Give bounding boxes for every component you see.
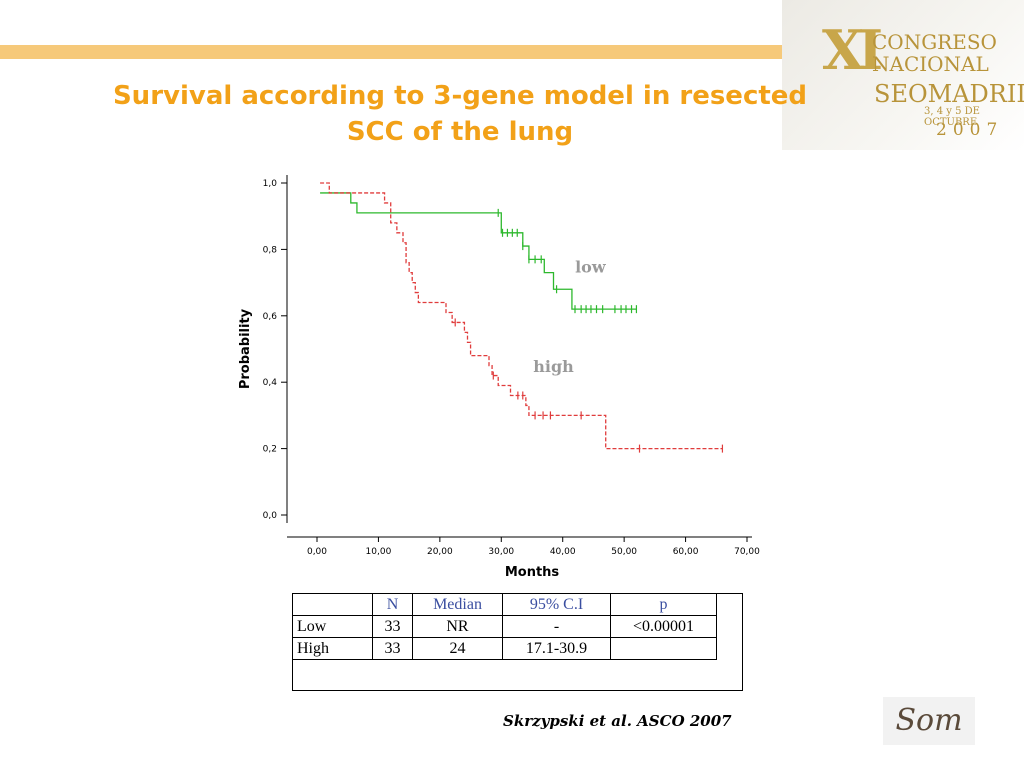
y-tick-label: 1,0 bbox=[263, 179, 278, 189]
x-tick-label: 20,00 bbox=[427, 547, 453, 557]
slide-title-line1: Survival according to 3-gene model in re… bbox=[112, 81, 808, 111]
x-tick-label: 40,00 bbox=[550, 547, 576, 557]
series-annotation-low: low bbox=[575, 258, 607, 277]
x-tick-label: 30,00 bbox=[488, 547, 514, 557]
y-tick-label: 0,8 bbox=[263, 245, 278, 255]
stats-cell bbox=[610, 637, 717, 660]
x-tick-label: 10,00 bbox=[366, 547, 392, 557]
stats-cell: Low bbox=[292, 615, 373, 638]
stats-cell: - bbox=[502, 615, 611, 638]
stats-header-cell: Median bbox=[412, 593, 503, 616]
logo-xi: XI bbox=[822, 18, 883, 82]
seom-footer-logo: Som bbox=[883, 697, 975, 745]
x-tick-label: 70,00 bbox=[734, 547, 760, 557]
stats-cell: 33 bbox=[372, 615, 413, 638]
y-tick-label: 0,4 bbox=[263, 378, 278, 388]
x-tick-label: 60,00 bbox=[673, 547, 699, 557]
congress-logo: XI CONGRESO NACIONAL SEOMADRID 3, 4 y 5 … bbox=[782, 0, 1024, 150]
slide-title: Survival according to 3-gene model in re… bbox=[60, 78, 860, 150]
stats-header-cell bbox=[292, 593, 373, 616]
y-tick-label: 0,0 bbox=[263, 511, 278, 521]
y-axis-title: Probability bbox=[238, 308, 253, 389]
series-line-high bbox=[320, 182, 723, 450]
x-tick-label: 0,00 bbox=[307, 547, 327, 557]
stats-table: N Median 95% C.I p Low 33 NR - <0.00001 … bbox=[292, 593, 717, 660]
stats-header-row: N Median 95% C.I p bbox=[292, 593, 717, 616]
stats-cell: 24 bbox=[412, 637, 503, 660]
stats-cell: High bbox=[292, 637, 373, 660]
stats-header-cell: 95% C.I bbox=[502, 593, 611, 616]
top-accent-bar bbox=[0, 45, 830, 59]
stats-header-cell: N bbox=[372, 593, 413, 616]
survival-chart: 0,0 0,2 0,4 0,6 0,8 1,0 0,00 10,00 20,00 30,00 40,… bbox=[238, 175, 760, 580]
stats-row-high: High 33 24 17.1-30.9 bbox=[292, 637, 717, 660]
stats-cell: <0.00001 bbox=[610, 615, 717, 638]
logo-line-dates: 3, 4 y 5 DE OCTUBRE bbox=[924, 106, 980, 128]
series-line-low bbox=[320, 192, 637, 310]
x-tick-label: 50,00 bbox=[611, 547, 637, 557]
series-annotation-high: high bbox=[533, 357, 574, 376]
stats-header-cell: p bbox=[610, 593, 717, 616]
logo-line-congreso: CONGRESO bbox=[872, 30, 997, 54]
stats-cell: 17.1-30.9 bbox=[502, 637, 611, 660]
logo-line-nacional: NACIONAL bbox=[872, 52, 989, 76]
logo-line-year: 2007 bbox=[936, 120, 1004, 140]
stats-row-low: Low 33 NR - <0.00001 bbox=[292, 615, 717, 638]
y-tick-label: 0,6 bbox=[263, 312, 278, 322]
x-axis-title: Months bbox=[505, 565, 560, 580]
slide-title-line2: SCC of the lung bbox=[346, 117, 574, 147]
stats-cell: 33 bbox=[372, 637, 413, 660]
logo-line-seomadrid: SEOMADRID bbox=[874, 80, 1024, 108]
stats-cell: NR bbox=[412, 615, 503, 638]
citation: Skrzypski et al. ASCO 2007 bbox=[503, 712, 732, 730]
y-tick-label: 0,2 bbox=[263, 445, 277, 455]
